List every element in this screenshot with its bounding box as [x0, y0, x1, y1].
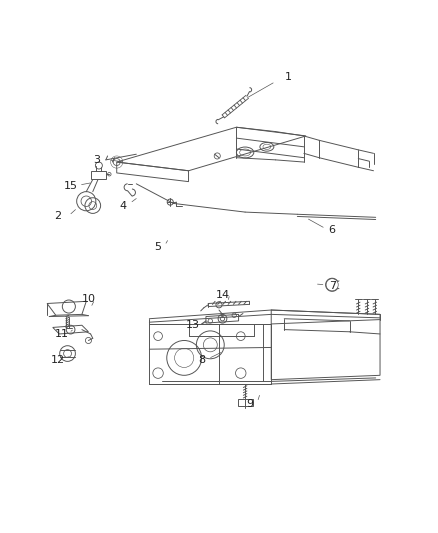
Text: 7: 7 — [328, 281, 336, 291]
Text: 15: 15 — [64, 181, 78, 191]
Text: 8: 8 — [198, 355, 205, 365]
Text: 12: 12 — [51, 355, 65, 365]
Text: 10: 10 — [81, 294, 95, 304]
Text: 6: 6 — [328, 224, 336, 235]
Text: 14: 14 — [216, 290, 230, 300]
Text: 9: 9 — [246, 399, 253, 409]
Text: 11: 11 — [55, 329, 69, 339]
Text: 2: 2 — [54, 212, 61, 221]
Text: 3: 3 — [94, 155, 101, 165]
Text: 13: 13 — [186, 320, 200, 330]
Text: 1: 1 — [285, 72, 292, 82]
Text: 4: 4 — [120, 200, 127, 211]
Text: 5: 5 — [155, 242, 162, 252]
